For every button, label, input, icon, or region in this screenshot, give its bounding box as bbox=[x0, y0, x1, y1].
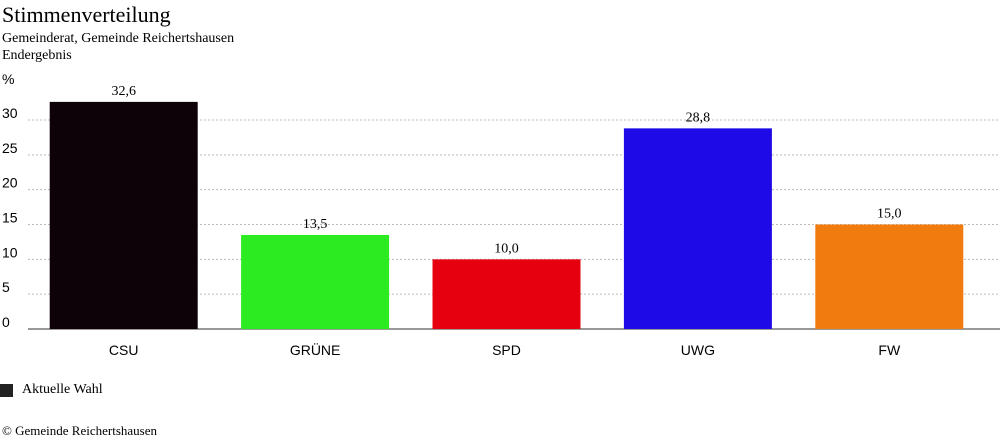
y-tick-label: 0 bbox=[2, 314, 10, 330]
x-tick-label: CSU bbox=[109, 342, 139, 358]
data-label: 32,6 bbox=[111, 84, 136, 99]
y-tick-label: 15 bbox=[2, 210, 18, 226]
data-label: 28,8 bbox=[686, 110, 711, 125]
data-label: 13,5 bbox=[303, 217, 328, 232]
copyright-notice: © Gemeinde Reichertshausen bbox=[2, 423, 157, 438]
bar-csu bbox=[49, 101, 198, 330]
bar-uwg bbox=[623, 128, 772, 329]
y-tick-label: 30 bbox=[2, 105, 18, 121]
legend-label: Aktuelle Wahl bbox=[22, 382, 103, 397]
chart-title: Stimmenverteilung bbox=[2, 2, 171, 27]
data-label: 15,0 bbox=[877, 207, 902, 222]
data-label: 10,0 bbox=[494, 241, 519, 256]
bar-grüne bbox=[241, 234, 390, 329]
y-tick-label: 5 bbox=[2, 279, 10, 295]
y-tick-label: 20 bbox=[2, 175, 18, 191]
x-tick-label: UWG bbox=[681, 342, 715, 358]
y-axis-unit-label: % bbox=[2, 71, 14, 87]
bar-fw bbox=[815, 224, 964, 329]
x-tick-label: GRÜNE bbox=[290, 341, 341, 358]
x-tick-label: FW bbox=[878, 342, 901, 358]
chart-legend: Aktuelle Wahl bbox=[0, 382, 103, 398]
bar-spd bbox=[432, 259, 581, 329]
chart-subtitle-result: Endergebnis bbox=[2, 48, 72, 63]
legend-swatch bbox=[0, 383, 13, 397]
x-tick-label: SPD bbox=[492, 342, 521, 358]
bar-chart: 0 5 10 15 20 25 30% 32,6 CSU 13,5 GRÜNE 10,0 SPD 28,8… bbox=[2, 71, 1000, 358]
y-tick-label: 10 bbox=[2, 244, 18, 260]
chart-subtitle: Gemeinderat, Gemeinde Reichertshausen bbox=[2, 31, 235, 46]
y-tick-label: 25 bbox=[2, 140, 18, 156]
